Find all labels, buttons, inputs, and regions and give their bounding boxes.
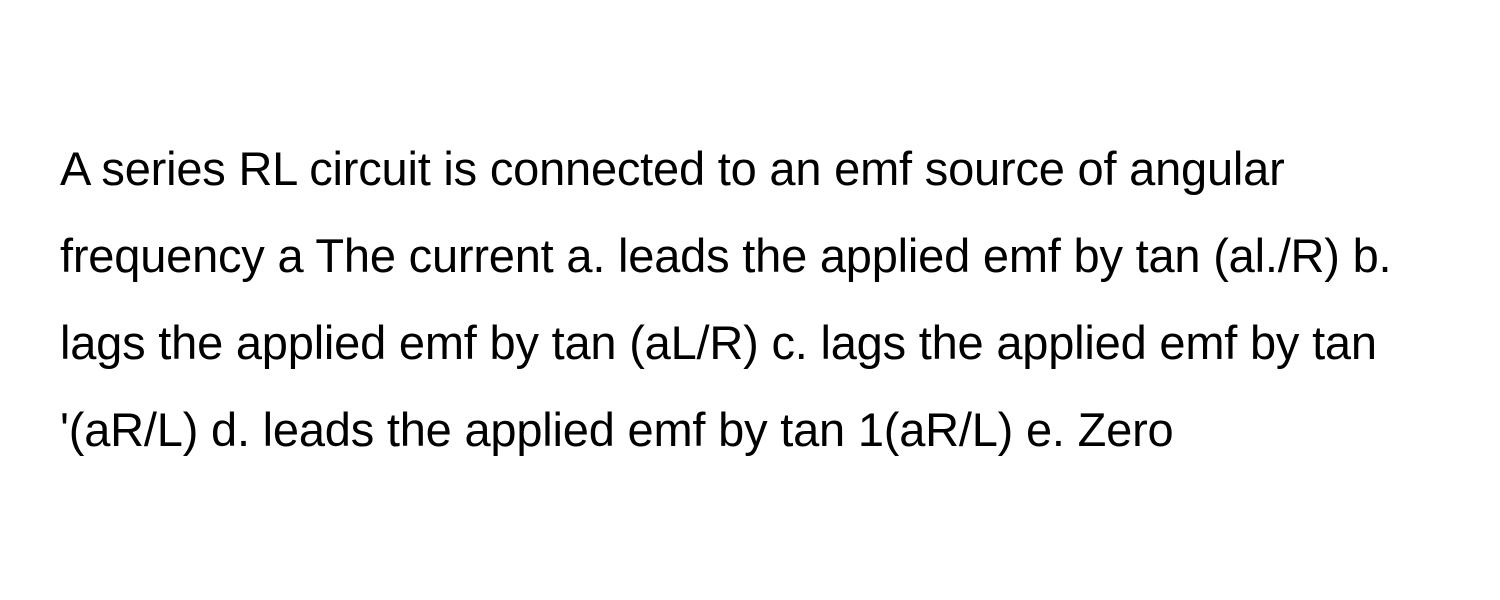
question-text: A series RL circuit is connected to an e… — [60, 126, 1440, 474]
